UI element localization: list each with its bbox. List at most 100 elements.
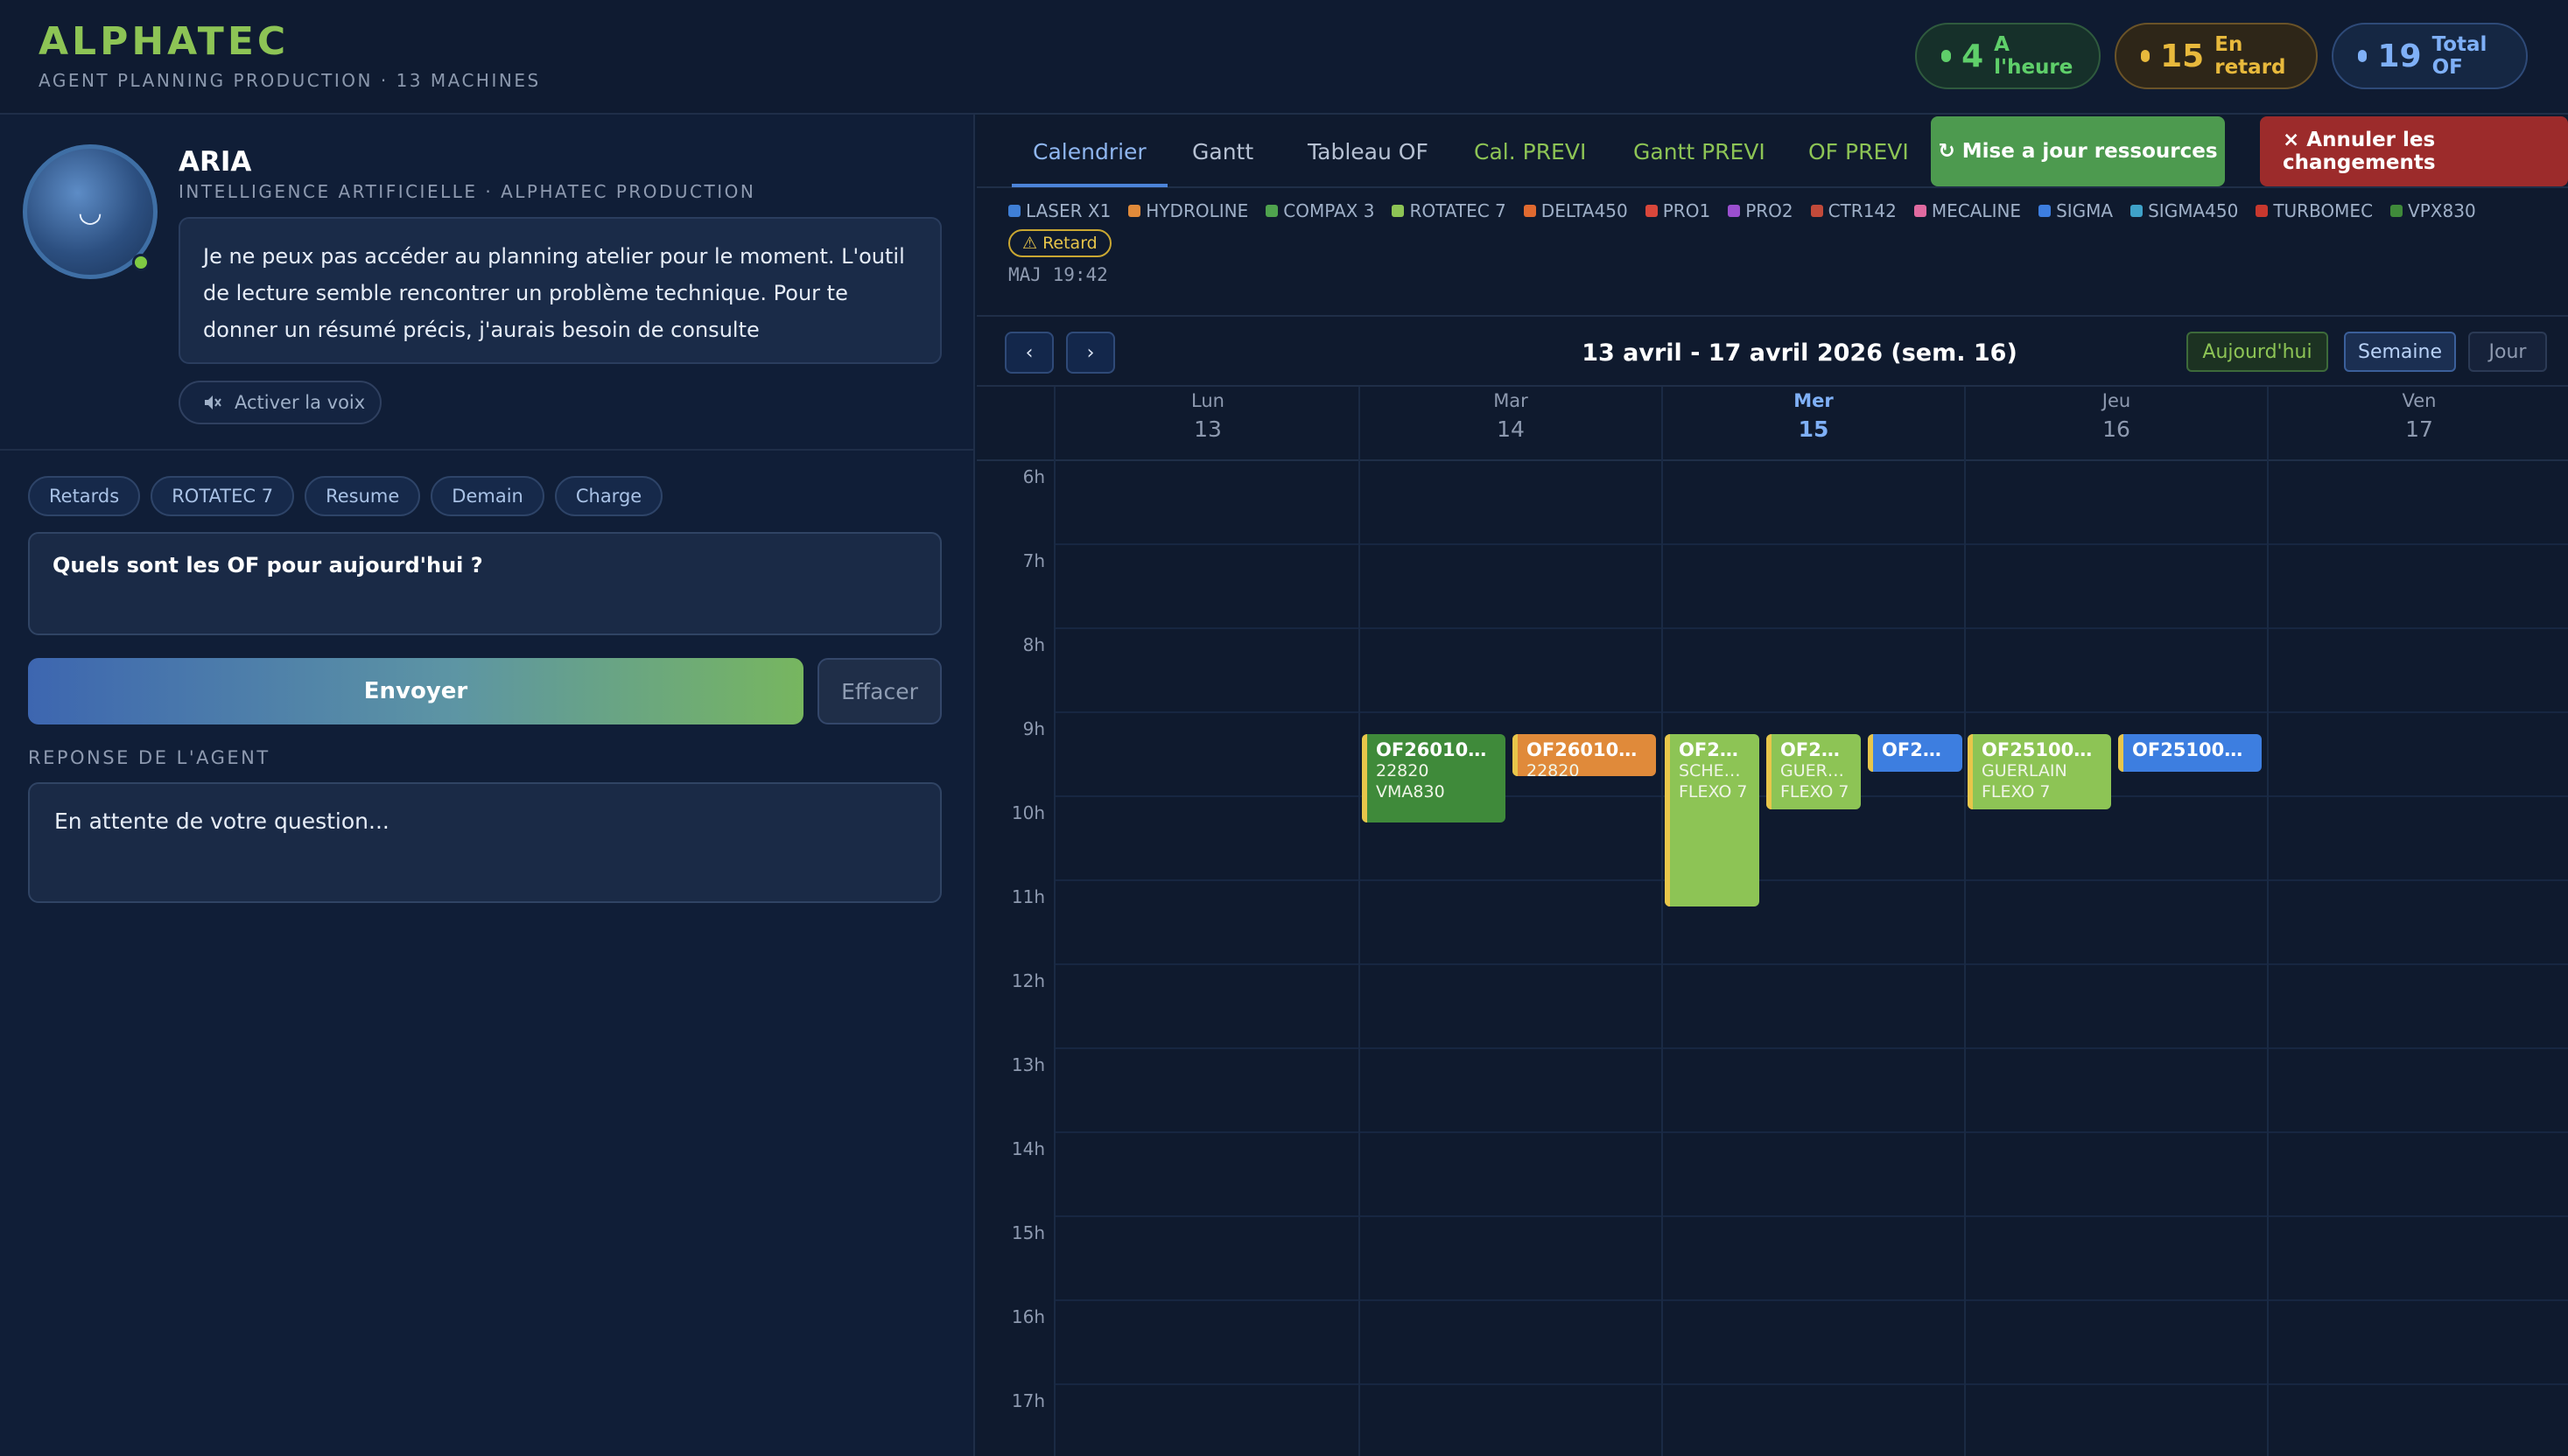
legend-item: DELTA450 <box>1523 200 1628 221</box>
calendar-event[interactable]: OF25100002 GUERLAIN FLEXO 7 <box>1968 734 2111 810</box>
hour-gridline <box>1056 1047 2568 1049</box>
stat-value: 4 <box>1961 38 1984 74</box>
next-week-button[interactable]: › <box>1066 332 1115 374</box>
hour-label: 10h <box>1011 802 1045 823</box>
legend-label: CTR142 <box>1828 200 1897 221</box>
online-status-icon <box>132 254 150 271</box>
chip-retards[interactable]: Retards <box>28 476 141 516</box>
activate-voice-button[interactable]: Activer la voix <box>179 381 382 424</box>
hour-label: 17h <box>1011 1390 1045 1411</box>
event-detail: VMA830 <box>1376 782 1445 802</box>
day-header-lun: Lun 13 <box>1057 390 1358 442</box>
calendar-event[interactable]: OF26010311 22820 <box>1512 734 1656 776</box>
legend-item: PRO1 <box>1645 200 1710 221</box>
day-view-button[interactable]: Jour <box>2468 332 2547 372</box>
chip-resume[interactable]: Resume <box>305 476 421 516</box>
hour-label: 15h <box>1011 1222 1045 1243</box>
event-detail: SCHER... <box>1679 761 1751 780</box>
hour-label: 9h <box>1022 718 1045 739</box>
chevron-left-icon: ‹ <box>1025 341 1034 364</box>
legend-swatch-icon <box>1645 205 1658 217</box>
event-detail: FLEXO 7 <box>1679 782 1748 802</box>
event-status-bar <box>1868 734 1873 773</box>
legend-item: LASER X1 <box>1008 200 1111 221</box>
prev-week-button[interactable]: ‹ <box>1005 332 1054 374</box>
event-title: OF25... <box>1882 739 1954 760</box>
legend-item: ROTATEC 7 <box>1392 200 1506 221</box>
today-button[interactable]: Aujourd'hui <box>2186 332 2328 372</box>
legend-label: VPX830 <box>2408 200 2476 221</box>
tab-of-previ[interactable]: OF PREVI <box>1808 138 1909 164</box>
calendar-event[interactable]: OF25... SCHER... FLEXO 7 <box>1665 734 1759 906</box>
hour-label: 6h <box>1022 466 1045 487</box>
stat-value: 15 <box>2160 38 2205 74</box>
divider <box>977 315 2568 317</box>
active-tab-indicator <box>1012 184 1168 187</box>
status-dot-icon <box>2141 50 2151 62</box>
last-update: MAJ 19:42 <box>1008 264 1108 285</box>
question-input[interactable]: Quels sont les OF pour aujourd'hui ? <box>28 532 942 635</box>
legend-label: MECALINE <box>1931 200 2022 221</box>
chip-rotatec7[interactable]: ROTATEC 7 <box>151 476 295 516</box>
calendar-event[interactable]: OF26010310 22820 VMA830 <box>1362 734 1505 822</box>
legend-item: MECALINE <box>1913 200 2022 221</box>
legend-swatch-icon <box>1128 205 1141 217</box>
day-name: Mer <box>1793 390 1834 411</box>
event-title: OF25100002 <box>1982 739 2102 760</box>
stat-late[interactable]: 15 En retard <box>2115 23 2318 89</box>
clear-button[interactable]: Effacer <box>817 658 942 724</box>
day-name: Jeu <box>2101 390 2131 411</box>
agent-panel: ◡ ARIA INTELLIGENCE ARTIFICIELLE · ALPHA… <box>0 115 975 1456</box>
tab-calendrier[interactable]: Calendrier <box>1033 138 1147 164</box>
legend-swatch-icon <box>1810 205 1823 217</box>
voice-label: Activer la voix <box>235 392 366 413</box>
day-name: Lun <box>1191 390 1224 411</box>
week-view-button[interactable]: Semaine <box>2344 332 2456 372</box>
hour-gridline <box>1056 711 2568 713</box>
stat-on-time[interactable]: 4 A l'heure <box>1915 23 2101 89</box>
day-name: Mar <box>1493 390 1528 411</box>
day-name: Ven <box>2402 390 2437 411</box>
update-resources-button[interactable]: ↻ Mise a jour ressources <box>1931 116 2225 186</box>
cancel-changes-button[interactable]: × Annuler les changements <box>2260 116 2568 186</box>
event-detail: FLEXO 7 <box>1780 782 1849 802</box>
smiley-face-icon: ◡ <box>78 195 102 228</box>
send-button[interactable]: Envoyer <box>28 658 803 724</box>
planning-panel: Calendrier Gantt Tableau OF Cal. PREVI G… <box>977 115 2568 1456</box>
agent-subtitle: INTELLIGENCE ARTIFICIELLE · ALPHATEC PRO… <box>179 181 756 202</box>
retard-badge[interactable]: ⚠ Retard <box>1008 229 1112 257</box>
day-header-jeu: Jeu 16 <box>1966 390 2267 442</box>
chip-charge[interactable]: Charge <box>554 476 663 516</box>
divider <box>0 449 973 451</box>
tab-gantt[interactable]: Gantt <box>1192 138 1254 164</box>
tab-cal-previ[interactable]: Cal. PREVI <box>1474 138 1587 164</box>
legend-item: PRO2 <box>1728 200 1793 221</box>
stat-label: Total OF <box>2431 33 2487 79</box>
status-dot-icon <box>2358 50 2368 62</box>
chevron-right-icon: › <box>1086 341 1095 364</box>
legend-swatch-icon <box>2390 205 2403 217</box>
legend-swatch-icon <box>2130 205 2144 217</box>
legend-swatch-icon <box>2256 205 2269 217</box>
legend-label: LASER X1 <box>1026 200 1112 221</box>
calendar-event[interactable]: OF25100082 <box>2118 734 2262 773</box>
divider <box>977 385 2568 387</box>
divider <box>977 459 2568 461</box>
agent-avatar: ◡ <box>23 144 158 279</box>
legend-swatch-icon <box>1008 205 1021 217</box>
stat-total[interactable]: 19 Total OF <box>2332 23 2528 89</box>
legend-label: ROTATEC 7 <box>1409 200 1506 221</box>
calendar-event[interactable]: OF25... GUERL... FLEXO 7 <box>1766 734 1861 810</box>
quick-prompts: Retards ROTATEC 7 Resume Demain Charge <box>28 476 663 516</box>
event-detail: 22820 <box>1526 761 1580 776</box>
legend-swatch-icon <box>1266 205 1279 217</box>
status-dot-icon <box>1941 50 1952 62</box>
chip-demain[interactable]: Demain <box>431 476 544 516</box>
legend-label: PRO2 <box>1745 200 1793 221</box>
speaker-muted-icon <box>205 396 221 410</box>
tab-tableau-of[interactable]: Tableau OF <box>1308 138 1428 164</box>
hour-gridline <box>1056 1131 2568 1133</box>
calendar-event[interactable]: OF25... <box>1868 734 1962 773</box>
legend-item: SIGMA <box>2038 200 2113 221</box>
tab-gantt-previ[interactable]: Gantt PREVI <box>1633 138 1765 164</box>
